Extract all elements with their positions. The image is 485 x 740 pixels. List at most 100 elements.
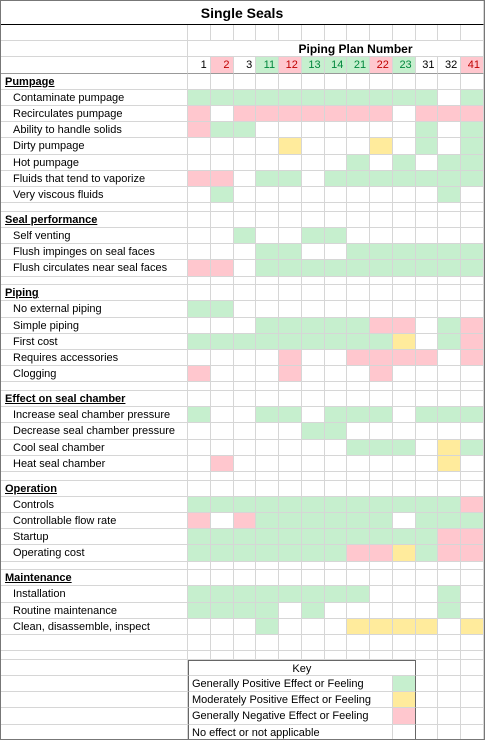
rating-cell xyxy=(461,455,484,472)
rating-cell xyxy=(233,301,257,318)
rating-cell xyxy=(392,366,416,383)
rating-cell xyxy=(279,439,302,456)
rating-cell xyxy=(279,244,302,261)
rating-cell xyxy=(370,545,393,562)
rating-cell xyxy=(210,301,234,318)
cell xyxy=(415,480,439,497)
rating-cell xyxy=(438,122,462,139)
key-label: Generally Negative Effect or Feeling xyxy=(188,708,393,725)
cell xyxy=(279,285,302,302)
cell xyxy=(188,73,211,90)
label-cell xyxy=(1,635,188,652)
rating-cell xyxy=(347,407,371,424)
rating-cell xyxy=(210,317,234,334)
plan-number: 2 xyxy=(210,57,234,74)
row-label: Self venting xyxy=(1,228,188,245)
cell xyxy=(233,651,257,660)
rating-cell xyxy=(301,228,325,245)
rating-cell xyxy=(188,423,211,440)
rating-cell xyxy=(279,602,302,619)
rating-cell xyxy=(370,455,393,472)
rating-cell xyxy=(233,455,257,472)
row-label: Flush impinges on seal faces xyxy=(1,244,188,261)
cell xyxy=(438,561,462,571)
cell xyxy=(210,635,234,652)
cell xyxy=(324,382,348,391)
rating-cell xyxy=(461,618,484,635)
cell xyxy=(301,276,325,286)
rating-cell xyxy=(210,170,234,187)
rating-cell xyxy=(438,407,462,424)
rating-cell xyxy=(347,106,371,123)
rating-cell xyxy=(301,513,325,530)
cell xyxy=(188,391,211,408)
rating-cell xyxy=(415,333,439,350)
cell xyxy=(392,25,416,42)
rating-cell xyxy=(392,154,416,171)
rating-cell xyxy=(256,228,280,245)
rating-cell xyxy=(324,602,348,619)
rating-cell xyxy=(347,602,371,619)
cell xyxy=(233,73,257,90)
cell xyxy=(461,391,484,408)
cell xyxy=(210,472,234,481)
rating-cell xyxy=(210,529,234,546)
rating-cell xyxy=(233,89,257,106)
cell xyxy=(370,25,393,42)
rating-cell xyxy=(392,602,416,619)
label-cell xyxy=(1,561,188,571)
rating-cell xyxy=(301,106,325,123)
rating-cell xyxy=(188,350,211,367)
cell xyxy=(415,382,439,391)
rating-cell xyxy=(256,545,280,562)
rating-cell xyxy=(392,244,416,261)
rating-cell xyxy=(256,187,280,204)
rating-cell xyxy=(438,513,462,530)
rating-cell xyxy=(461,333,484,350)
rating-cell xyxy=(461,154,484,171)
rating-cell xyxy=(210,260,234,277)
cell xyxy=(233,25,257,42)
rating-cell xyxy=(438,244,462,261)
plan-number: 21 xyxy=(347,57,371,74)
row-label: Requires accessories xyxy=(1,350,188,367)
rating-cell xyxy=(438,333,462,350)
cell xyxy=(233,285,257,302)
rating-cell xyxy=(210,513,234,530)
key-title: Key xyxy=(188,659,416,676)
rating-cell xyxy=(370,89,393,106)
rating-cell xyxy=(415,618,439,635)
rating-cell xyxy=(461,496,484,513)
rating-cell xyxy=(461,545,484,562)
rating-cell xyxy=(370,366,393,383)
rating-cell xyxy=(392,122,416,139)
cell xyxy=(188,276,211,286)
cell xyxy=(415,203,439,212)
rating-cell xyxy=(370,618,393,635)
cell xyxy=(347,211,371,228)
cell xyxy=(188,472,211,481)
rating-cell xyxy=(347,423,371,440)
rating-cell xyxy=(324,138,348,155)
cell xyxy=(347,570,371,587)
rating-cell xyxy=(301,244,325,261)
rating-cell xyxy=(415,350,439,367)
rating-cell xyxy=(279,170,302,187)
rating-cell xyxy=(279,138,302,155)
row-label: Clean, disassemble, inspect xyxy=(1,618,188,635)
section-title: Maintenance xyxy=(1,570,188,587)
rating-cell xyxy=(279,228,302,245)
rating-cell xyxy=(461,366,484,383)
cell xyxy=(279,211,302,228)
rating-cell xyxy=(324,407,348,424)
rating-cell xyxy=(324,317,348,334)
rating-cell xyxy=(370,154,393,171)
rating-cell xyxy=(392,618,416,635)
rating-cell xyxy=(188,602,211,619)
rating-cell xyxy=(188,122,211,139)
rating-cell xyxy=(256,301,280,318)
plan-number: 22 xyxy=(370,57,393,74)
cell xyxy=(210,276,234,286)
row-label: No external piping xyxy=(1,301,188,318)
rating-cell xyxy=(233,187,257,204)
